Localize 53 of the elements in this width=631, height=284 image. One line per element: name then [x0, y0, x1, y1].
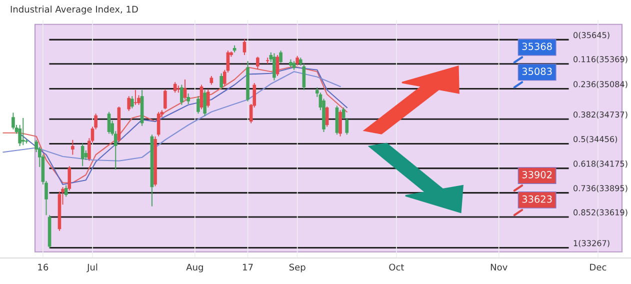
x-tick-label: Jul: [86, 264, 98, 272]
candlestick: [180, 84, 184, 106]
candlestick: [206, 88, 210, 108]
candlestick: [242, 38, 246, 56]
x-tick-label: 17: [243, 264, 253, 270]
ref-line-label: 0.382(34737): [574, 111, 628, 119]
candlestick: [296, 55, 299, 66]
candlestick: [84, 150, 88, 160]
candlestick: [71, 139, 74, 156]
ref-line-label: 0.852(33619): [574, 209, 628, 216]
candlestick: [302, 63, 306, 90]
candlestick: [164, 88, 167, 110]
annotation: 35368: [522, 42, 552, 50]
ref-line-label: 1(33267): [574, 240, 610, 248]
candlestick: [127, 96, 130, 112]
candlestick: [272, 52, 276, 81]
candlestick: [173, 82, 177, 94]
x-tick-label: Oct: [389, 264, 404, 271]
candlestick: [279, 50, 282, 64]
candlestick: [200, 84, 204, 110]
ref-line-label: 0.618(34175): [574, 160, 628, 168]
annotation: 33623: [522, 195, 552, 203]
candlestick: [156, 111, 160, 137]
candlestick: [107, 111, 111, 134]
ref-line-label: 0.5(34456): [574, 136, 618, 144]
candlestick: [196, 96, 200, 114]
candlestick: [64, 184, 68, 198]
chart-title: Industrial Average Index, 1D: [10, 6, 138, 14]
annotation: 35083: [522, 68, 552, 76]
x-tick-label: 16: [38, 264, 48, 271]
candlestick: [12, 112, 15, 130]
candlestick: [203, 90, 206, 117]
x-tick-label: Sep: [289, 264, 306, 272]
candlestick: [345, 118, 349, 136]
ref-line-label: 0.736(33895): [574, 185, 628, 192]
candlestick: [256, 56, 260, 70]
ref-line-label: 0.236(35084): [574, 80, 628, 88]
x-tick-label: Dec: [590, 264, 606, 271]
candlestick: [186, 93, 190, 104]
candlestick: [68, 166, 72, 192]
x-tick-label: Aug: [186, 264, 203, 272]
candlestick: [220, 72, 223, 90]
candlestick: [338, 110, 342, 137]
ref-line-label: 0.116(35369): [574, 56, 628, 64]
candlestick: [325, 106, 329, 128]
candlestick: [183, 79, 187, 100]
candlestick: [276, 54, 280, 76]
annotation: 33902: [522, 171, 552, 178]
candlestick: [21, 118, 25, 146]
x-tick-label: Nov: [490, 264, 508, 271]
candlestick: [80, 142, 84, 167]
candlestick: [130, 96, 134, 109]
ref-line-label: 0(35645): [574, 32, 610, 40]
